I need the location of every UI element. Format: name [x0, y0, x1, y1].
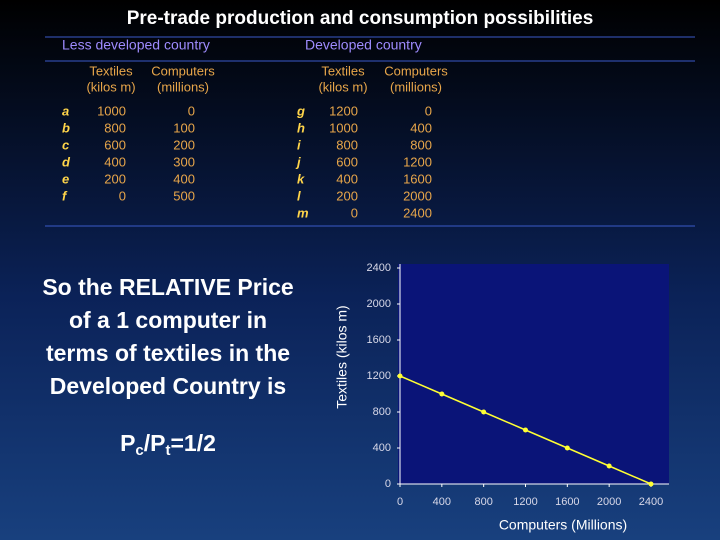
y-tick-label: 400 [373, 442, 391, 454]
cell: 2400 [403, 205, 432, 220]
y-tick-label: 0 [385, 478, 391, 490]
cell: 1200 [329, 103, 358, 118]
data-point [397, 373, 403, 379]
column-header: Computers [384, 63, 448, 78]
cell: 400 [410, 120, 432, 135]
formula-part: P [120, 430, 135, 456]
data-point [606, 463, 612, 469]
table-heading: Developed country [305, 37, 422, 53]
cell: 0 [188, 103, 195, 118]
row-label: h [297, 120, 305, 135]
formula-part: =1/2 [171, 430, 216, 456]
y-tick-label: 800 [373, 406, 391, 418]
cell: 400 [173, 171, 195, 186]
data-point [481, 409, 487, 415]
data-point [523, 427, 528, 433]
row-label: d [62, 154, 71, 169]
chart: Computers (Millions) Textiles (kilos m) … [334, 262, 669, 533]
x-tick-label: 400 [433, 496, 451, 508]
column-header: Textiles [89, 63, 133, 78]
row-label: m [297, 205, 309, 220]
cell: 600 [104, 137, 126, 152]
slide-title: Pre-trade production and consumption pos… [127, 8, 594, 29]
plot-area [398, 264, 669, 484]
text-line: terms of textiles in the [46, 340, 290, 366]
cell: 400 [336, 171, 358, 186]
column-header: (kilos m) [86, 79, 135, 94]
x-tick-label: 2000 [597, 496, 621, 508]
table-heading: Less developed country [62, 37, 210, 53]
cell: 0 [351, 205, 358, 220]
text-line: Developed Country is [50, 373, 286, 399]
explanation: So the RELATIVE Price of a 1 computer in… [42, 274, 293, 459]
text-line: of a 1 computer in [69, 307, 267, 333]
cell: 1200 [403, 154, 432, 169]
row-label: a [62, 103, 69, 118]
text-line: So the RELATIVE Price [42, 274, 293, 300]
table: Textiles(kilos m)Computers(millions)a 100… [62, 63, 448, 220]
cell: 200 [104, 171, 126, 186]
column-header: Textiles [321, 63, 365, 78]
y-tick-label: 2400 [367, 262, 391, 274]
formula: Pc/Pt=1/2 [120, 430, 216, 459]
y-tick-label: 2000 [367, 298, 391, 310]
cell: 200 [173, 137, 195, 152]
cell: 800 [410, 137, 432, 152]
row-label: e [62, 171, 69, 186]
formula-sub: t [166, 442, 171, 459]
column-header: Computers [151, 63, 215, 78]
row-label: j [295, 154, 301, 169]
row-label: l [297, 188, 301, 203]
row-label: g [296, 103, 305, 118]
cell: 300 [173, 154, 195, 169]
row-label: c [62, 137, 70, 152]
cell: 800 [336, 137, 358, 152]
x-tick-label: 0 [397, 496, 403, 508]
x-tick-label: 1200 [513, 496, 537, 508]
x-tick-label: 1600 [555, 496, 579, 508]
cell: 0 [425, 103, 432, 118]
y-tick-label: 1200 [367, 370, 391, 382]
x-axis-label: Computers (Millions) [499, 517, 627, 533]
row-label: k [297, 171, 305, 186]
row-label: b [62, 120, 70, 135]
formula-part: /P [144, 430, 166, 456]
x-tick-label: 2400 [639, 496, 663, 508]
cell: 400 [104, 154, 126, 169]
data-point [439, 391, 445, 397]
y-axis-label: Textiles (kilos m) [334, 305, 350, 408]
data-point [648, 481, 654, 487]
y-tick-label: 1600 [367, 334, 391, 346]
cell: 0 [119, 188, 126, 203]
column-header: (millions) [390, 79, 442, 94]
cell: 500 [173, 188, 195, 203]
cell: 1000 [329, 120, 358, 135]
row-label: f [62, 188, 68, 203]
cell: 100 [173, 120, 195, 135]
cell: 1000 [97, 103, 126, 118]
cell: 2000 [403, 188, 432, 203]
column-header: (millions) [157, 79, 209, 94]
cell: 1600 [403, 171, 432, 186]
cell: 800 [104, 120, 126, 135]
formula-sub: c [135, 442, 143, 459]
row-label: i [297, 137, 301, 152]
x-tick-label: 800 [474, 496, 492, 508]
data-point [564, 445, 570, 451]
cell: 600 [336, 154, 358, 169]
column-header: (kilos m) [318, 79, 367, 94]
cell: 200 [336, 188, 358, 203]
